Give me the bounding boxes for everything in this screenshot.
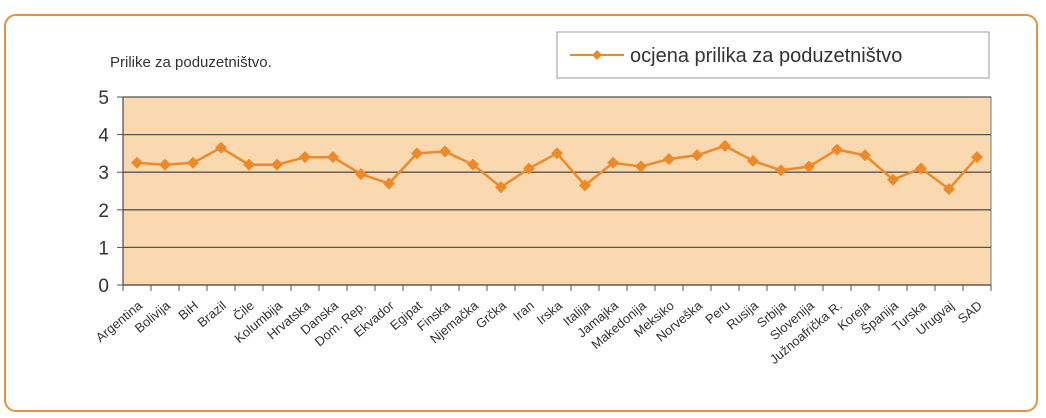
data-point bbox=[719, 139, 731, 152]
x-tick-label: Irska bbox=[534, 297, 566, 327]
data-point bbox=[747, 154, 759, 167]
data-point bbox=[887, 173, 899, 186]
data-point bbox=[607, 156, 619, 169]
data-point bbox=[691, 149, 703, 162]
data-point bbox=[943, 183, 955, 196]
data-point bbox=[495, 181, 507, 194]
data-point bbox=[411, 147, 423, 160]
data-point bbox=[635, 160, 647, 173]
data-point bbox=[271, 158, 283, 171]
plot-area bbox=[122, 96, 992, 286]
legend-marker bbox=[592, 50, 602, 60]
data-point bbox=[439, 145, 451, 158]
data-point bbox=[243, 158, 255, 171]
y-axis-ticks: 0 1 2 3 4 5 bbox=[98, 88, 124, 297]
y-tick-label: 5 bbox=[98, 88, 109, 109]
data-point bbox=[467, 158, 479, 171]
data-point bbox=[187, 156, 199, 169]
legend-label: ocjena prilika za poduzetništvo bbox=[630, 45, 902, 67]
data-point bbox=[327, 151, 339, 164]
data-point bbox=[803, 160, 815, 173]
legend-box bbox=[556, 31, 990, 79]
x-tick-label: Rusija bbox=[724, 297, 762, 332]
data-point bbox=[159, 158, 171, 171]
data-point bbox=[131, 156, 143, 169]
data-point bbox=[299, 151, 311, 164]
chart-title: Prilike za poduzetništvo. bbox=[110, 54, 272, 71]
data-point bbox=[215, 141, 227, 154]
data-point bbox=[551, 147, 563, 160]
data-point bbox=[971, 151, 983, 164]
data-point bbox=[831, 143, 843, 156]
data-point bbox=[775, 164, 787, 177]
x-tick-label: Iran bbox=[510, 298, 537, 324]
x-tick-label: Brazil bbox=[194, 298, 229, 330]
y-tick-label: 3 bbox=[98, 163, 109, 184]
data-point bbox=[355, 168, 367, 181]
x-tick-label: SAD bbox=[955, 298, 985, 327]
y-tick-label: 0 bbox=[98, 276, 109, 297]
y-tick-label: 4 bbox=[98, 126, 109, 147]
y-tick-label: 1 bbox=[98, 238, 109, 259]
series-markers bbox=[131, 139, 983, 196]
legend: ocjena prilika za poduzetništvo bbox=[556, 31, 990, 79]
data-point bbox=[383, 177, 395, 190]
y-tick-label: 2 bbox=[98, 201, 109, 222]
data-point bbox=[579, 179, 591, 192]
data-point bbox=[663, 153, 675, 166]
data-point bbox=[915, 162, 927, 175]
data-point bbox=[523, 162, 535, 175]
data-point bbox=[859, 149, 871, 162]
x-tick-label: Grčka bbox=[473, 297, 510, 331]
